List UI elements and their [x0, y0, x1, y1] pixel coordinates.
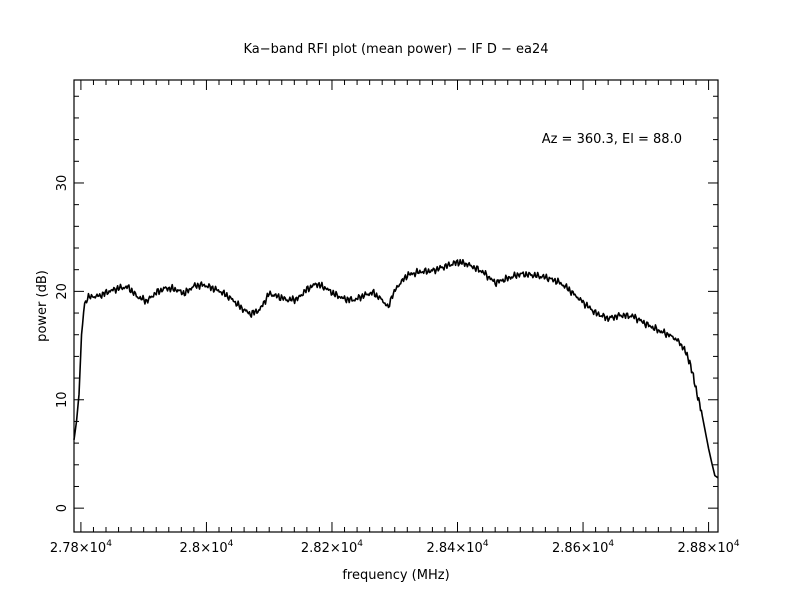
y-tick-label: 30: [55, 175, 70, 192]
y-tick-labels: 0 10 20 30: [55, 175, 70, 513]
x-tick-label: 2.82×104: [301, 539, 363, 556]
x-axis-label: frequency (MHz): [342, 568, 449, 583]
y-tick-label: 10: [55, 391, 70, 408]
plot-frame: [73, 79, 719, 533]
plot-axes: [73, 79, 719, 533]
x-tick-label: 2.8×104: [180, 539, 234, 556]
x-tick-label: 2.78×104: [50, 539, 112, 556]
x-tick-label: 2.84×104: [426, 539, 488, 556]
y-tick-label: 0: [55, 504, 70, 512]
axis-ticks: [74, 80, 718, 532]
y-axis-label: power (dB): [35, 270, 50, 342]
x-tick-labels: 2.78×104 2.8×104 2.82×104 2.84×104 2.86×104 2…: [50, 539, 740, 556]
y-tick-label: 20: [55, 283, 70, 300]
x-tick-label: 2.88×104: [678, 539, 740, 556]
az-el-annotation: Az = 360.3, El = 88.0: [542, 132, 682, 147]
chart-title: Ka−band RFI plot (mean power) − IF D − e…: [243, 42, 548, 57]
series-line-mean-power: [73, 258, 719, 479]
x-tick-label: 2.86×104: [552, 539, 614, 556]
